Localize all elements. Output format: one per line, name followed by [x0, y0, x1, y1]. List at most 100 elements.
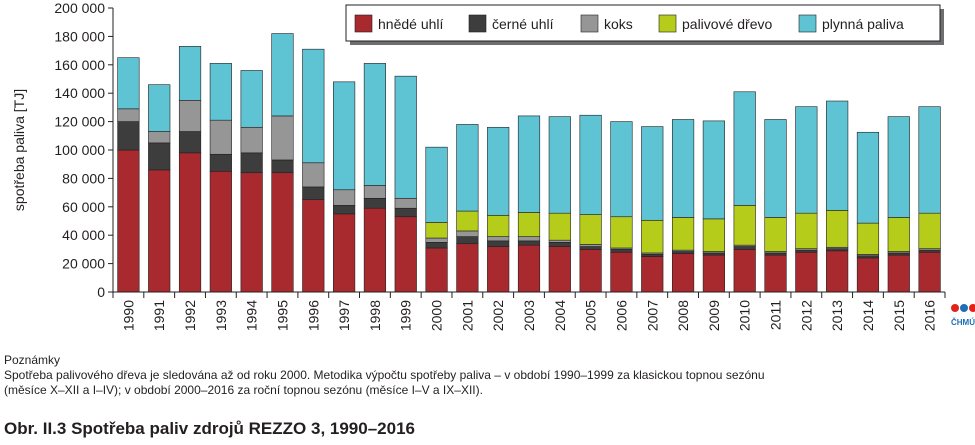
bar-segment — [826, 248, 849, 252]
bar-segment — [579, 214, 602, 245]
x-tick-label: 2001 — [459, 300, 475, 331]
bar-segment — [548, 242, 571, 247]
x-tick-label: 2009 — [706, 300, 722, 331]
chart: 0 20 000 40 000 60 000 80 000 100 000 120 000 1… — [11, 0, 975, 331]
logo-text: ČHMÚ — [951, 318, 975, 327]
bar-stack — [456, 124, 479, 293]
bar-segment — [425, 146, 448, 223]
bar-stack — [240, 70, 263, 293]
bar-stack — [425, 146, 448, 293]
legend-label: koks — [604, 16, 633, 32]
bar-segment — [671, 217, 695, 251]
bar-segment — [487, 236, 510, 242]
bar-segment — [271, 115, 294, 161]
x-tick-label: 2008 — [675, 300, 691, 331]
bar-stack — [641, 126, 664, 293]
bar-stack — [487, 126, 510, 293]
legend-swatch — [468, 14, 487, 33]
logo-dot-red — [951, 304, 959, 312]
bar-segment — [333, 213, 356, 293]
bar-segment — [302, 199, 325, 293]
bar-segment — [517, 240, 541, 246]
y-tick-label: 200 000 — [54, 0, 105, 16]
bar-segment — [148, 84, 171, 132]
bar-segment — [548, 116, 571, 214]
bar-segment — [487, 126, 510, 216]
y-tick-label: 140 000 — [54, 85, 105, 101]
x-tick-label: 1992 — [182, 300, 198, 331]
bar-segment — [240, 152, 263, 174]
bar-segment — [641, 219, 664, 254]
x-tick-label: 2004 — [552, 300, 568, 331]
x-tick-label: 1994 — [244, 300, 260, 331]
bar-segment — [363, 207, 387, 293]
bar-segment — [641, 126, 664, 221]
bar-segment — [733, 91, 756, 206]
bar-segment — [548, 239, 571, 243]
legend-swatch — [658, 14, 677, 33]
bar-segment — [517, 244, 541, 293]
bar-stack — [795, 106, 818, 293]
bar-stack — [671, 119, 695, 293]
legend-swatch — [798, 14, 817, 33]
bar-segment — [764, 254, 787, 293]
x-tick-label: 2016 — [922, 300, 938, 331]
y-tick-label: 100 000 — [54, 142, 105, 158]
bar-segment — [209, 119, 232, 155]
bar-segment — [610, 121, 633, 218]
figure-title: Obr. II.3 Spotřeba paliv zdrojů REZZO 3,… — [4, 419, 415, 438]
bar-stack — [302, 48, 325, 293]
bar-stack — [548, 116, 571, 293]
notes-heading: Poznámky — [4, 353, 61, 367]
bar-segment — [456, 210, 479, 232]
bar-segment — [795, 249, 818, 253]
bar-segment — [918, 106, 941, 214]
bar-segment — [918, 249, 941, 253]
bar-segment — [548, 246, 571, 293]
bar-segment — [733, 205, 756, 246]
bar-stack — [702, 120, 725, 293]
legend-label: plynná paliva — [822, 16, 904, 32]
bar-segment — [394, 75, 417, 199]
y-tick-label: 0 — [97, 284, 105, 300]
bar-segment — [579, 114, 602, 215]
bar-segment — [117, 108, 140, 122]
bar-segment — [302, 186, 325, 200]
bar-segment — [456, 124, 479, 212]
bar-segment — [795, 106, 818, 214]
legend-swatch — [580, 14, 599, 33]
bar-segment — [271, 172, 294, 293]
bar-segment — [641, 254, 664, 257]
bar-segment — [887, 217, 910, 252]
legend: hnědé uhlí černé uhlí koks palivové dřevo pl… — [345, 4, 944, 45]
y-axis-title: spotřeba paliva [TJ] — [11, 89, 27, 211]
bar-segment — [487, 240, 510, 247]
bar-segment — [209, 63, 232, 121]
bar-segment — [209, 171, 232, 293]
bar-segment — [856, 222, 880, 255]
legend-box — [345, 4, 941, 42]
bar-stack — [764, 119, 787, 293]
y-tick-label: 120 000 — [54, 114, 105, 130]
y-tick-label: 180 000 — [54, 28, 105, 44]
logo-dot-red — [969, 304, 975, 312]
bar-segment — [671, 253, 695, 293]
bar-segment — [795, 212, 818, 249]
bar-segment — [856, 131, 880, 224]
x-tick-label: 1991 — [151, 300, 167, 331]
bar-stack — [117, 57, 140, 293]
bar-segment — [117, 121, 140, 151]
bar-segment — [487, 246, 510, 293]
x-tick-label: 1990 — [120, 300, 136, 331]
bar-segment — [117, 57, 140, 110]
bar-segment — [517, 236, 541, 242]
bar-segment — [425, 222, 448, 239]
bar-stack — [610, 121, 633, 293]
bar-segment — [363, 185, 387, 199]
y-tick-label: 160 000 — [54, 57, 105, 73]
notes-line-2: (měsíce X–XII a I–IV); v období 2000–201… — [4, 383, 483, 397]
bar-segment — [240, 70, 263, 128]
x-tick-label: 2006 — [613, 300, 629, 331]
bar-segment — [517, 115, 541, 213]
bar-segment — [702, 254, 725, 293]
